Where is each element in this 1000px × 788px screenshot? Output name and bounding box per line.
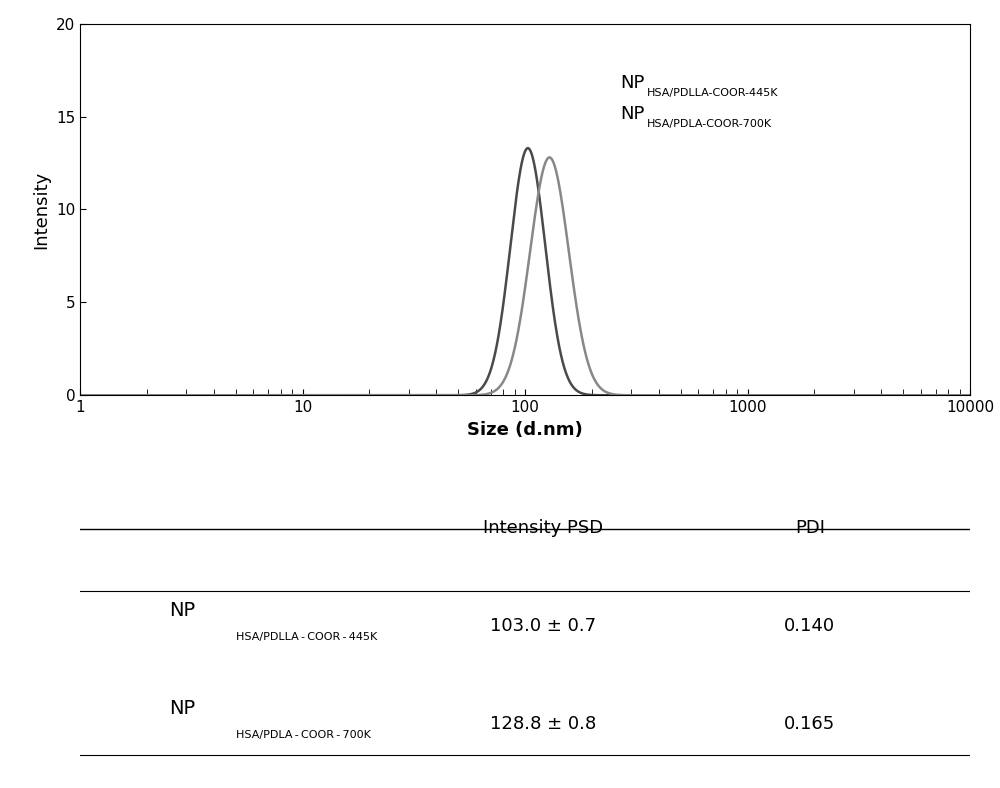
Text: HSA/PDLA - COOR - 700K: HSA/PDLA - COOR - 700K	[236, 730, 371, 740]
Y-axis label: Intensity: Intensity	[32, 170, 50, 248]
Text: HSA/PDLLA-COOR-445K: HSA/PDLLA-COOR-445K	[647, 88, 778, 98]
Text: 103.0 ± 0.7: 103.0 ± 0.7	[490, 617, 596, 635]
Text: 128.8 ± 0.8: 128.8 ± 0.8	[490, 716, 596, 734]
X-axis label: Size (d.nm): Size (d.nm)	[467, 421, 583, 439]
Text: HSA/PDLA-COOR-700K: HSA/PDLA-COOR-700K	[647, 119, 772, 128]
Text: 0.140: 0.140	[784, 617, 835, 635]
Text: NP: NP	[169, 699, 195, 718]
Text: HSA/PDLLA - COOR - 445K: HSA/PDLLA - COOR - 445K	[236, 632, 377, 642]
Text: NP: NP	[169, 600, 195, 620]
Text: Intensity PSD: Intensity PSD	[483, 519, 603, 537]
Text: NP: NP	[620, 74, 644, 91]
Text: PDI: PDI	[795, 519, 825, 537]
Text: 0.165: 0.165	[784, 716, 835, 734]
Text: NP: NP	[620, 106, 644, 123]
